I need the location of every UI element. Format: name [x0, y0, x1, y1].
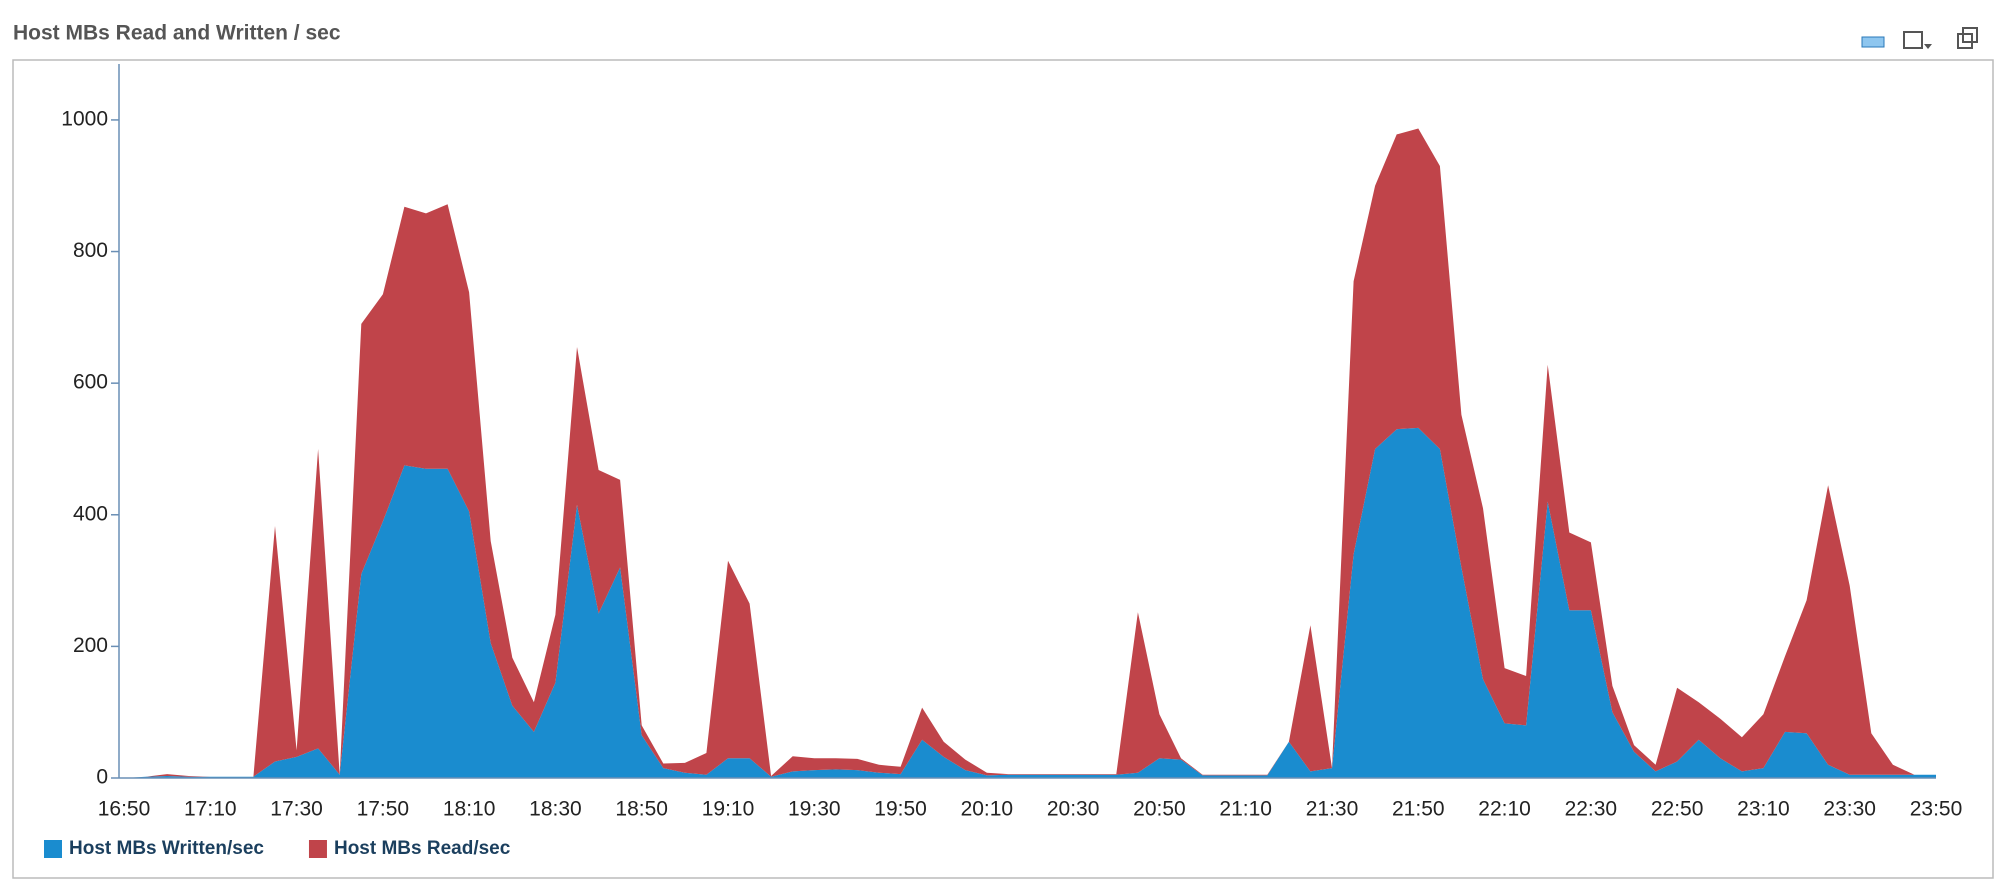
x-tick-label: 17:50: [357, 798, 410, 821]
chart-icon[interactable]: [1861, 36, 1885, 48]
x-tick-label: 21:10: [1219, 798, 1272, 821]
x-tick-label: 22:30: [1565, 798, 1618, 821]
y-tick-label: 400: [73, 502, 108, 525]
chart-frame: [12, 59, 1994, 879]
x-tick-label: 18:10: [443, 798, 496, 821]
dropdown-icon: [1924, 44, 1932, 49]
layout-icon[interactable]: [1903, 31, 1923, 49]
x-tick-label: 23:30: [1823, 798, 1876, 821]
x-tick-label: 20:10: [961, 798, 1014, 821]
legend-label: Host MBs Written/sec: [69, 838, 264, 859]
chart-title: Host MBs Read and Written / sec: [13, 22, 341, 45]
legend-swatch: [44, 840, 62, 858]
x-tick-label: 19:30: [788, 798, 841, 821]
x-tick-label: 21:30: [1306, 798, 1359, 821]
y-tick-label: 800: [73, 239, 108, 262]
x-tick-label: 17:30: [270, 798, 323, 821]
y-tick-label: 200: [73, 634, 108, 657]
x-tick-label: 22:50: [1651, 798, 1704, 821]
x-tick-label: 19:50: [874, 798, 927, 821]
x-tick-label: 16:50: [98, 798, 151, 821]
legend-swatch: [308, 840, 327, 858]
x-tick-label: 22:10: [1478, 798, 1531, 821]
popout-icon: [1962, 27, 1978, 43]
legend-label: Host MBs Read/sec: [334, 838, 511, 859]
y-tick-label: 600: [73, 371, 108, 394]
x-tick-label: 20:30: [1047, 798, 1100, 821]
toolbar: [1861, 27, 1978, 49]
x-tick-label: 23:10: [1737, 798, 1790, 821]
x-tick-label: 19:10: [702, 798, 755, 821]
y-tick-label: 1000: [61, 107, 108, 130]
x-tick-label: 23:50: [1910, 798, 1963, 821]
x-tick-label: 20:50: [1133, 798, 1186, 821]
x-tick-label: 18:50: [615, 798, 668, 821]
y-tick-label: 0: [96, 766, 108, 789]
x-tick-label: 18:30: [529, 798, 582, 821]
area: [124, 128, 1936, 778]
area: [124, 427, 1936, 778]
x-tick-label: 17:10: [184, 798, 237, 821]
x-tick-label: 21:50: [1392, 798, 1445, 821]
